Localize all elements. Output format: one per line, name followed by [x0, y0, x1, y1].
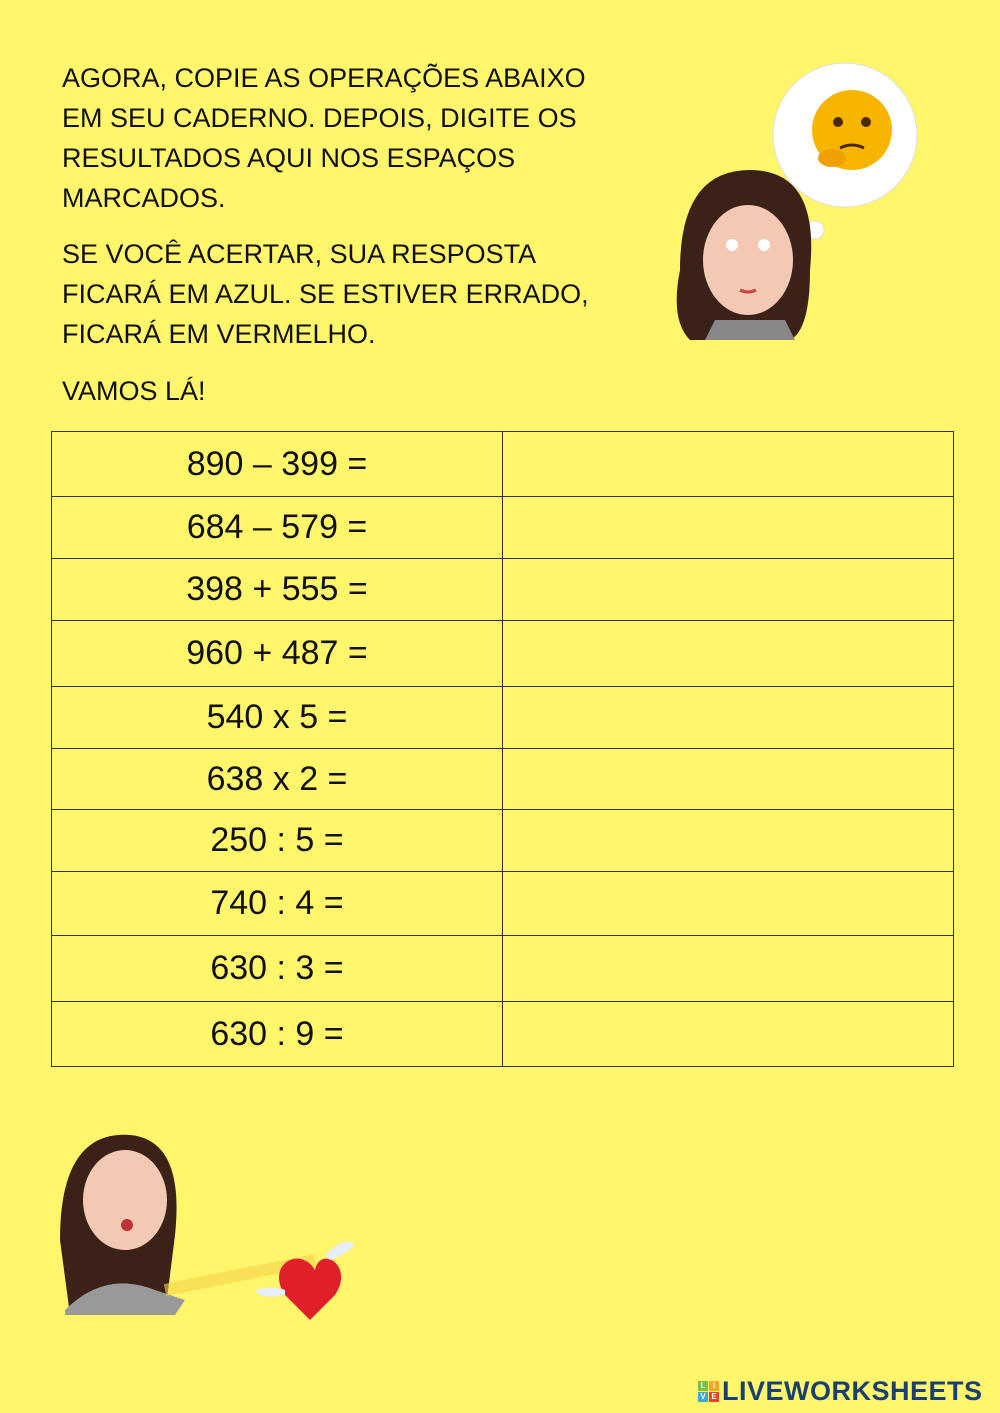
- operation-expression: 630 : 3 =: [51, 935, 503, 1002]
- operation-expression: 398 + 555 =: [51, 558, 503, 621]
- operation-row: 740 : 4 =: [51, 871, 957, 936]
- answer-cell[interactable]: [502, 620, 957, 687]
- operation-expression: 960 + 487 =: [51, 620, 503, 687]
- thinking-girl-illustration: [676, 62, 918, 340]
- answer-input[interactable]: [503, 431, 957, 497]
- answer-cell[interactable]: [502, 558, 957, 621]
- instruction-paragraph-3: VAMOS LÁ!: [62, 376, 206, 406]
- operation-row: 250 : 5 =: [51, 809, 957, 872]
- answer-input[interactable]: [503, 871, 957, 936]
- answer-cell[interactable]: [502, 431, 957, 497]
- answer-cell[interactable]: [502, 935, 957, 1002]
- answer-input[interactable]: [503, 496, 957, 559]
- logo-letter: E: [709, 1392, 719, 1402]
- operation-expression: 540 x 5 =: [51, 686, 503, 749]
- answer-input[interactable]: [503, 748, 957, 810]
- instruction-paragraph-1: AGORA, COPIE AS OPERAÇÕES ABAIXO EM SEU …: [62, 63, 586, 213]
- answer-input[interactable]: [503, 558, 957, 621]
- operation-expression: 630 : 9 =: [51, 1001, 503, 1067]
- thinking-emoji-icon: [812, 90, 892, 170]
- answer-cell[interactable]: [502, 871, 957, 936]
- operation-row: 638 x 2 =: [51, 748, 957, 810]
- operation-expression: 890 – 399 =: [51, 431, 503, 497]
- answer-cell[interactable]: [502, 496, 957, 559]
- brand-name: LIVEWORKSHEETS: [722, 1376, 983, 1406]
- operation-row: 960 + 487 =: [51, 620, 957, 687]
- logo-letter: I: [709, 1381, 719, 1391]
- flying-heart-icon: [163, 1241, 355, 1320]
- girl-avatar-icon: [60, 1134, 185, 1315]
- operation-row: 630 : 3 =: [51, 935, 957, 1002]
- operation-row: 890 – 399 =: [51, 431, 957, 497]
- answer-input[interactable]: [503, 1001, 957, 1067]
- operation-row: 684 – 579 =: [51, 496, 957, 559]
- logo-squares-icon: L I V E: [698, 1381, 719, 1402]
- girl-avatar-icon: [676, 170, 812, 340]
- answer-input[interactable]: [503, 935, 957, 1002]
- answer-cell[interactable]: [502, 686, 957, 749]
- kissing-girl-illustration: [60, 1134, 355, 1320]
- operation-row: 398 + 555 =: [51, 558, 957, 621]
- logo-letter: V: [698, 1392, 708, 1402]
- answer-cell[interactable]: [502, 748, 957, 810]
- operations-table: 890 – 399 = 684 – 579 = 398 + 555 = 960 …: [51, 431, 957, 1067]
- instruction-paragraph-2: SE VOCÊ ACERTAR, SUA RESPOSTA FICARÁ EM …: [62, 239, 589, 349]
- operation-row: 540 x 5 =: [51, 686, 957, 749]
- liveworksheets-logo: L I V E LIVEWORKSHEETS: [698, 1376, 983, 1407]
- answer-cell[interactable]: [502, 1001, 957, 1067]
- operation-expression: 250 : 5 =: [51, 809, 503, 872]
- answer-cell[interactable]: [502, 809, 957, 872]
- operation-expression: 740 : 4 =: [51, 871, 503, 936]
- operation-expression: 684 – 579 =: [51, 496, 503, 559]
- answer-input[interactable]: [503, 686, 957, 749]
- logo-letter: L: [698, 1381, 708, 1391]
- operation-expression: 638 x 2 =: [51, 748, 503, 810]
- operation-row: 630 : 9 =: [51, 1001, 957, 1067]
- answer-input[interactable]: [503, 809, 957, 872]
- answer-input[interactable]: [503, 620, 957, 687]
